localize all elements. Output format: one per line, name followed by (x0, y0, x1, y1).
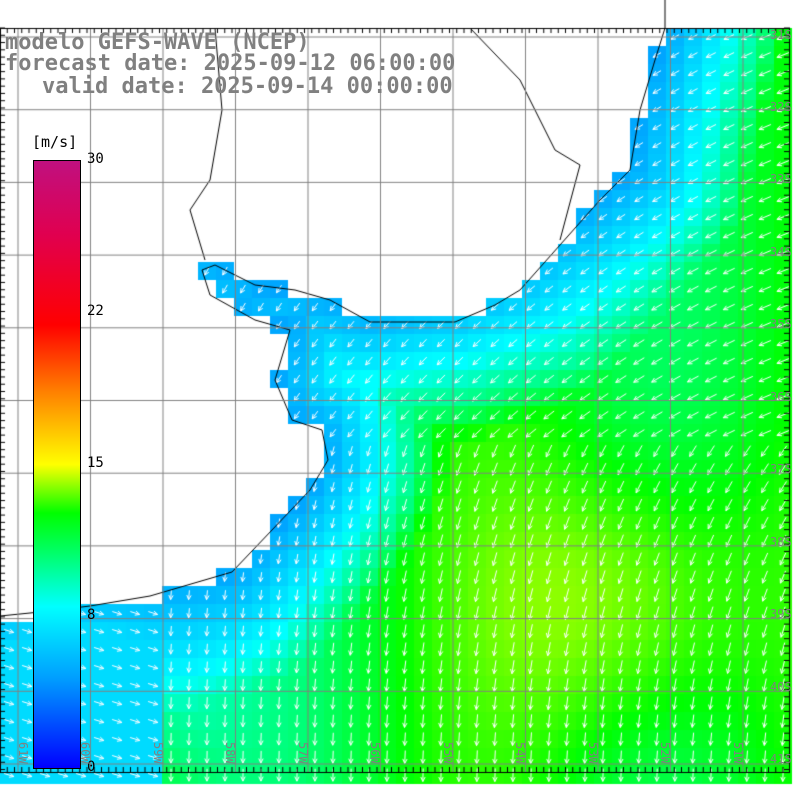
longitude-label: 59W (151, 742, 165, 764)
latitude-label: 36S (770, 390, 792, 404)
latitude-label: 38S (770, 535, 792, 549)
longitude-label: 53W (586, 742, 600, 764)
longitude-label: 52W (658, 742, 672, 764)
longitude-label: 61W (16, 742, 30, 764)
latitude-label: 40S (770, 680, 792, 694)
longitude-label: 58W (223, 742, 237, 764)
valid-date: valid date: 2025-09-14 00:00:00 (42, 74, 453, 99)
latitude-label: 37S (770, 462, 792, 476)
latitude-label: 41S (770, 752, 792, 766)
model-title: modelo GEFS-WAVE (NCEP) (5, 30, 310, 55)
latitude-label: 33S (770, 172, 792, 186)
latitude-label: 34S (770, 245, 792, 259)
longitude-label: 56W (368, 742, 382, 764)
colorbar-tick: 0 (87, 759, 96, 775)
latitude-label: 31S (770, 28, 792, 42)
colorbar-tick: 30 (87, 151, 104, 167)
longitude-label: 51W (731, 742, 745, 764)
latitude-label: 39S (770, 607, 792, 621)
colorbar-tick: 15 (87, 455, 104, 471)
longitude-label: 57W (296, 742, 310, 764)
longitude-label: 55W (441, 742, 455, 764)
colorbar-tick: 8 (87, 607, 96, 623)
forecast-date: forecast date: 2025-09-12 06:00:00 (5, 51, 456, 76)
colorbar-tick: 22 (87, 303, 104, 319)
colorbar (33, 160, 81, 769)
longitude-label: 54W (513, 742, 527, 764)
latitude-label: 35S (770, 317, 792, 331)
longitude-label: 60W (78, 742, 92, 764)
colorbar-unit: [m/s] (32, 133, 78, 151)
latitude-label: 32S (770, 100, 792, 114)
